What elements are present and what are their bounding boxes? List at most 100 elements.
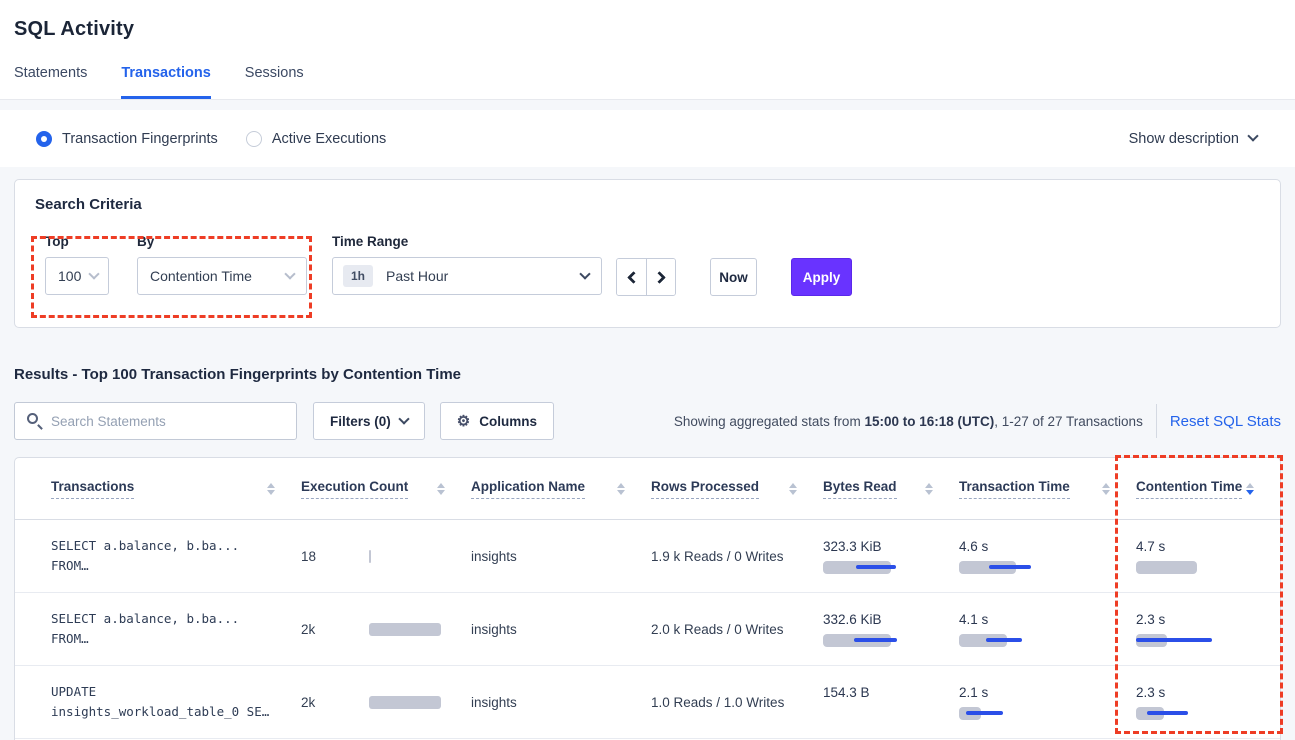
time-nav-group bbox=[616, 258, 676, 296]
sort-icon[interactable] bbox=[437, 482, 445, 495]
apply-button[interactable]: Apply bbox=[791, 258, 852, 296]
sort-icon[interactable] bbox=[267, 482, 275, 495]
time-range-badge: 1h bbox=[343, 265, 374, 287]
contention-time-cell: 2.3 s bbox=[1136, 685, 1280, 720]
column-label[interactable]: Rows Processed bbox=[651, 479, 760, 499]
filters-button-label: Filters (0) bbox=[330, 413, 391, 429]
show-description-toggle[interactable]: Show description bbox=[1129, 130, 1259, 147]
column-header-transaction-time: Transaction Time bbox=[959, 479, 1136, 499]
transaction-fingerprint[interactable]: SELECT a.balance, b.ba... FROM… bbox=[51, 609, 301, 649]
transaction-time-value: 2.1 s bbox=[959, 684, 989, 700]
tab-transactions[interactable]: Transactions bbox=[121, 65, 211, 99]
chevron-down-icon bbox=[579, 267, 591, 280]
time-range-label: Time Range bbox=[332, 234, 409, 249]
time-range-select[interactable]: 1h Past Hour bbox=[332, 257, 602, 295]
execution-count-value: 18 bbox=[301, 548, 317, 564]
top-select[interactable]: 100 bbox=[45, 257, 109, 295]
application-name-cell: insights bbox=[471, 694, 517, 710]
bytes-read-bar-chart bbox=[823, 560, 959, 574]
execution-count-cell: 2k bbox=[301, 666, 471, 738]
sort-icon-descending[interactable] bbox=[1246, 482, 1254, 495]
query-line-2: insights_workload_table_0 SE… bbox=[51, 704, 270, 719]
by-select-value: Contention Time bbox=[150, 268, 252, 284]
transaction-time-value: 4.1 s bbox=[959, 611, 989, 627]
column-label[interactable]: Transactions bbox=[51, 479, 135, 499]
column-label[interactable]: Application Name bbox=[471, 479, 586, 499]
mean-line bbox=[854, 637, 897, 642]
tab-statements[interactable]: Statements bbox=[14, 65, 88, 81]
mean-line bbox=[989, 564, 1031, 569]
column-label[interactable]: Execution Count bbox=[301, 479, 409, 499]
table-row[interactable]: SELECT a.balance, b.ba... FROM… 2k insig… bbox=[15, 593, 1280, 666]
top-select-value: 100 bbox=[58, 268, 82, 284]
view-toggle-strip: Transaction Fingerprints Active Executio… bbox=[0, 110, 1295, 167]
search-icon bbox=[27, 413, 38, 424]
column-header-rows-processed: Rows Processed bbox=[651, 479, 823, 499]
radio-active-executions[interactable] bbox=[245, 130, 262, 147]
mean-line bbox=[1136, 637, 1212, 642]
table-header-row: Transactions Execution Count Application… bbox=[15, 458, 1280, 520]
table-row[interactable]: SELECT a.balance, b.ba... FROM… 18 insig… bbox=[15, 520, 1280, 593]
rows-processed-cell: 1.0 Reads / 1.0 Writes bbox=[651, 694, 785, 710]
by-select[interactable]: Contention Time bbox=[137, 257, 307, 295]
sort-icon[interactable] bbox=[617, 482, 625, 495]
column-header-bytes-read: Bytes Read bbox=[823, 479, 959, 499]
columns-button-label: Columns bbox=[479, 413, 537, 429]
contention-time-bar-chart bbox=[1136, 633, 1280, 647]
mean-line bbox=[986, 637, 1022, 642]
sort-icon[interactable] bbox=[925, 482, 933, 495]
bytes-read-cell: 323.3 KiB bbox=[823, 539, 959, 574]
filters-button[interactable]: Filters (0) bbox=[313, 402, 425, 440]
column-label[interactable]: Bytes Read bbox=[823, 479, 897, 499]
now-button[interactable]: Now bbox=[710, 258, 757, 296]
by-field: By Contention Time bbox=[137, 234, 307, 295]
transaction-time-cell: 2.1 s bbox=[959, 685, 1136, 720]
bytes-read-cell: 154.3 B bbox=[823, 685, 959, 720]
top-field: Top 100 bbox=[45, 234, 109, 295]
transaction-fingerprint[interactable]: UPDATE insights_workload_table_0 SE… bbox=[51, 682, 301, 722]
contention-time-value: 4.7 s bbox=[1136, 538, 1166, 554]
column-label[interactable]: Transaction Time bbox=[959, 479, 1070, 499]
tab-bar: Statements Transactions Sessions bbox=[14, 65, 1281, 99]
reset-sql-stats-link[interactable]: Reset SQL Stats bbox=[1169, 412, 1281, 430]
columns-button[interactable]: ⚙ Columns bbox=[439, 402, 554, 440]
transactions-table-card: Transactions Execution Count Application… bbox=[14, 455, 1283, 740]
radio-label-transaction-fingerprints[interactable]: Transaction Fingerprints bbox=[62, 130, 218, 147]
page-title: SQL Activity bbox=[14, 18, 135, 40]
sort-icon[interactable] bbox=[789, 482, 797, 495]
rows-processed-cell: 2.0 k Reads / 0 Writes bbox=[651, 621, 784, 637]
column-label[interactable]: Contention Time bbox=[1136, 479, 1243, 499]
histogram-bar bbox=[1136, 560, 1197, 574]
execution-count-bar bbox=[369, 623, 441, 636]
search-criteria-fields: Top 100 By Contention Time Time Range 1h… bbox=[35, 234, 1260, 296]
transaction-time-bar-chart bbox=[959, 560, 1136, 574]
sort-icon[interactable] bbox=[1102, 482, 1110, 495]
bytes-read-bar-chart bbox=[823, 707, 959, 720]
bytes-read-cell: 332.6 KiB bbox=[823, 612, 959, 647]
gear-icon: ⚙ bbox=[456, 412, 471, 430]
top-label: Top bbox=[45, 234, 69, 249]
contention-time-bar-chart bbox=[1136, 560, 1280, 574]
chevron-down-icon bbox=[1247, 130, 1259, 142]
contention-time-value: 2.3 s bbox=[1136, 611, 1166, 627]
transaction-fingerprint[interactable]: SELECT a.balance, b.ba... FROM… bbox=[51, 536, 301, 576]
chevron-down-icon bbox=[398, 413, 410, 425]
execution-count-cell: 18 bbox=[301, 520, 471, 592]
radio-label-active-executions[interactable]: Active Executions bbox=[271, 130, 387, 147]
previous-time-button[interactable] bbox=[617, 259, 646, 295]
radio-transaction-fingerprints[interactable] bbox=[36, 130, 52, 147]
results-heading: Results - Top 100 Transaction Fingerprin… bbox=[14, 366, 462, 383]
histogram-bar bbox=[959, 560, 1016, 574]
query-line-2: FROM… bbox=[51, 558, 89, 573]
tab-sessions[interactable]: Sessions bbox=[244, 65, 304, 81]
next-time-button[interactable] bbox=[646, 259, 675, 295]
contention-time-cell: 4.7 s bbox=[1136, 539, 1280, 574]
table-row[interactable]: UPDATE insights_workload_table_0 SE… 2k … bbox=[15, 666, 1280, 739]
execution-count-value: 2k bbox=[301, 694, 316, 710]
mean-line bbox=[966, 710, 1003, 715]
transaction-time-cell: 4.6 s bbox=[959, 539, 1136, 574]
query-line-1: UPDATE bbox=[51, 684, 97, 699]
search-input[interactable] bbox=[14, 402, 297, 440]
bytes-read-value: 332.6 KiB bbox=[823, 611, 882, 627]
